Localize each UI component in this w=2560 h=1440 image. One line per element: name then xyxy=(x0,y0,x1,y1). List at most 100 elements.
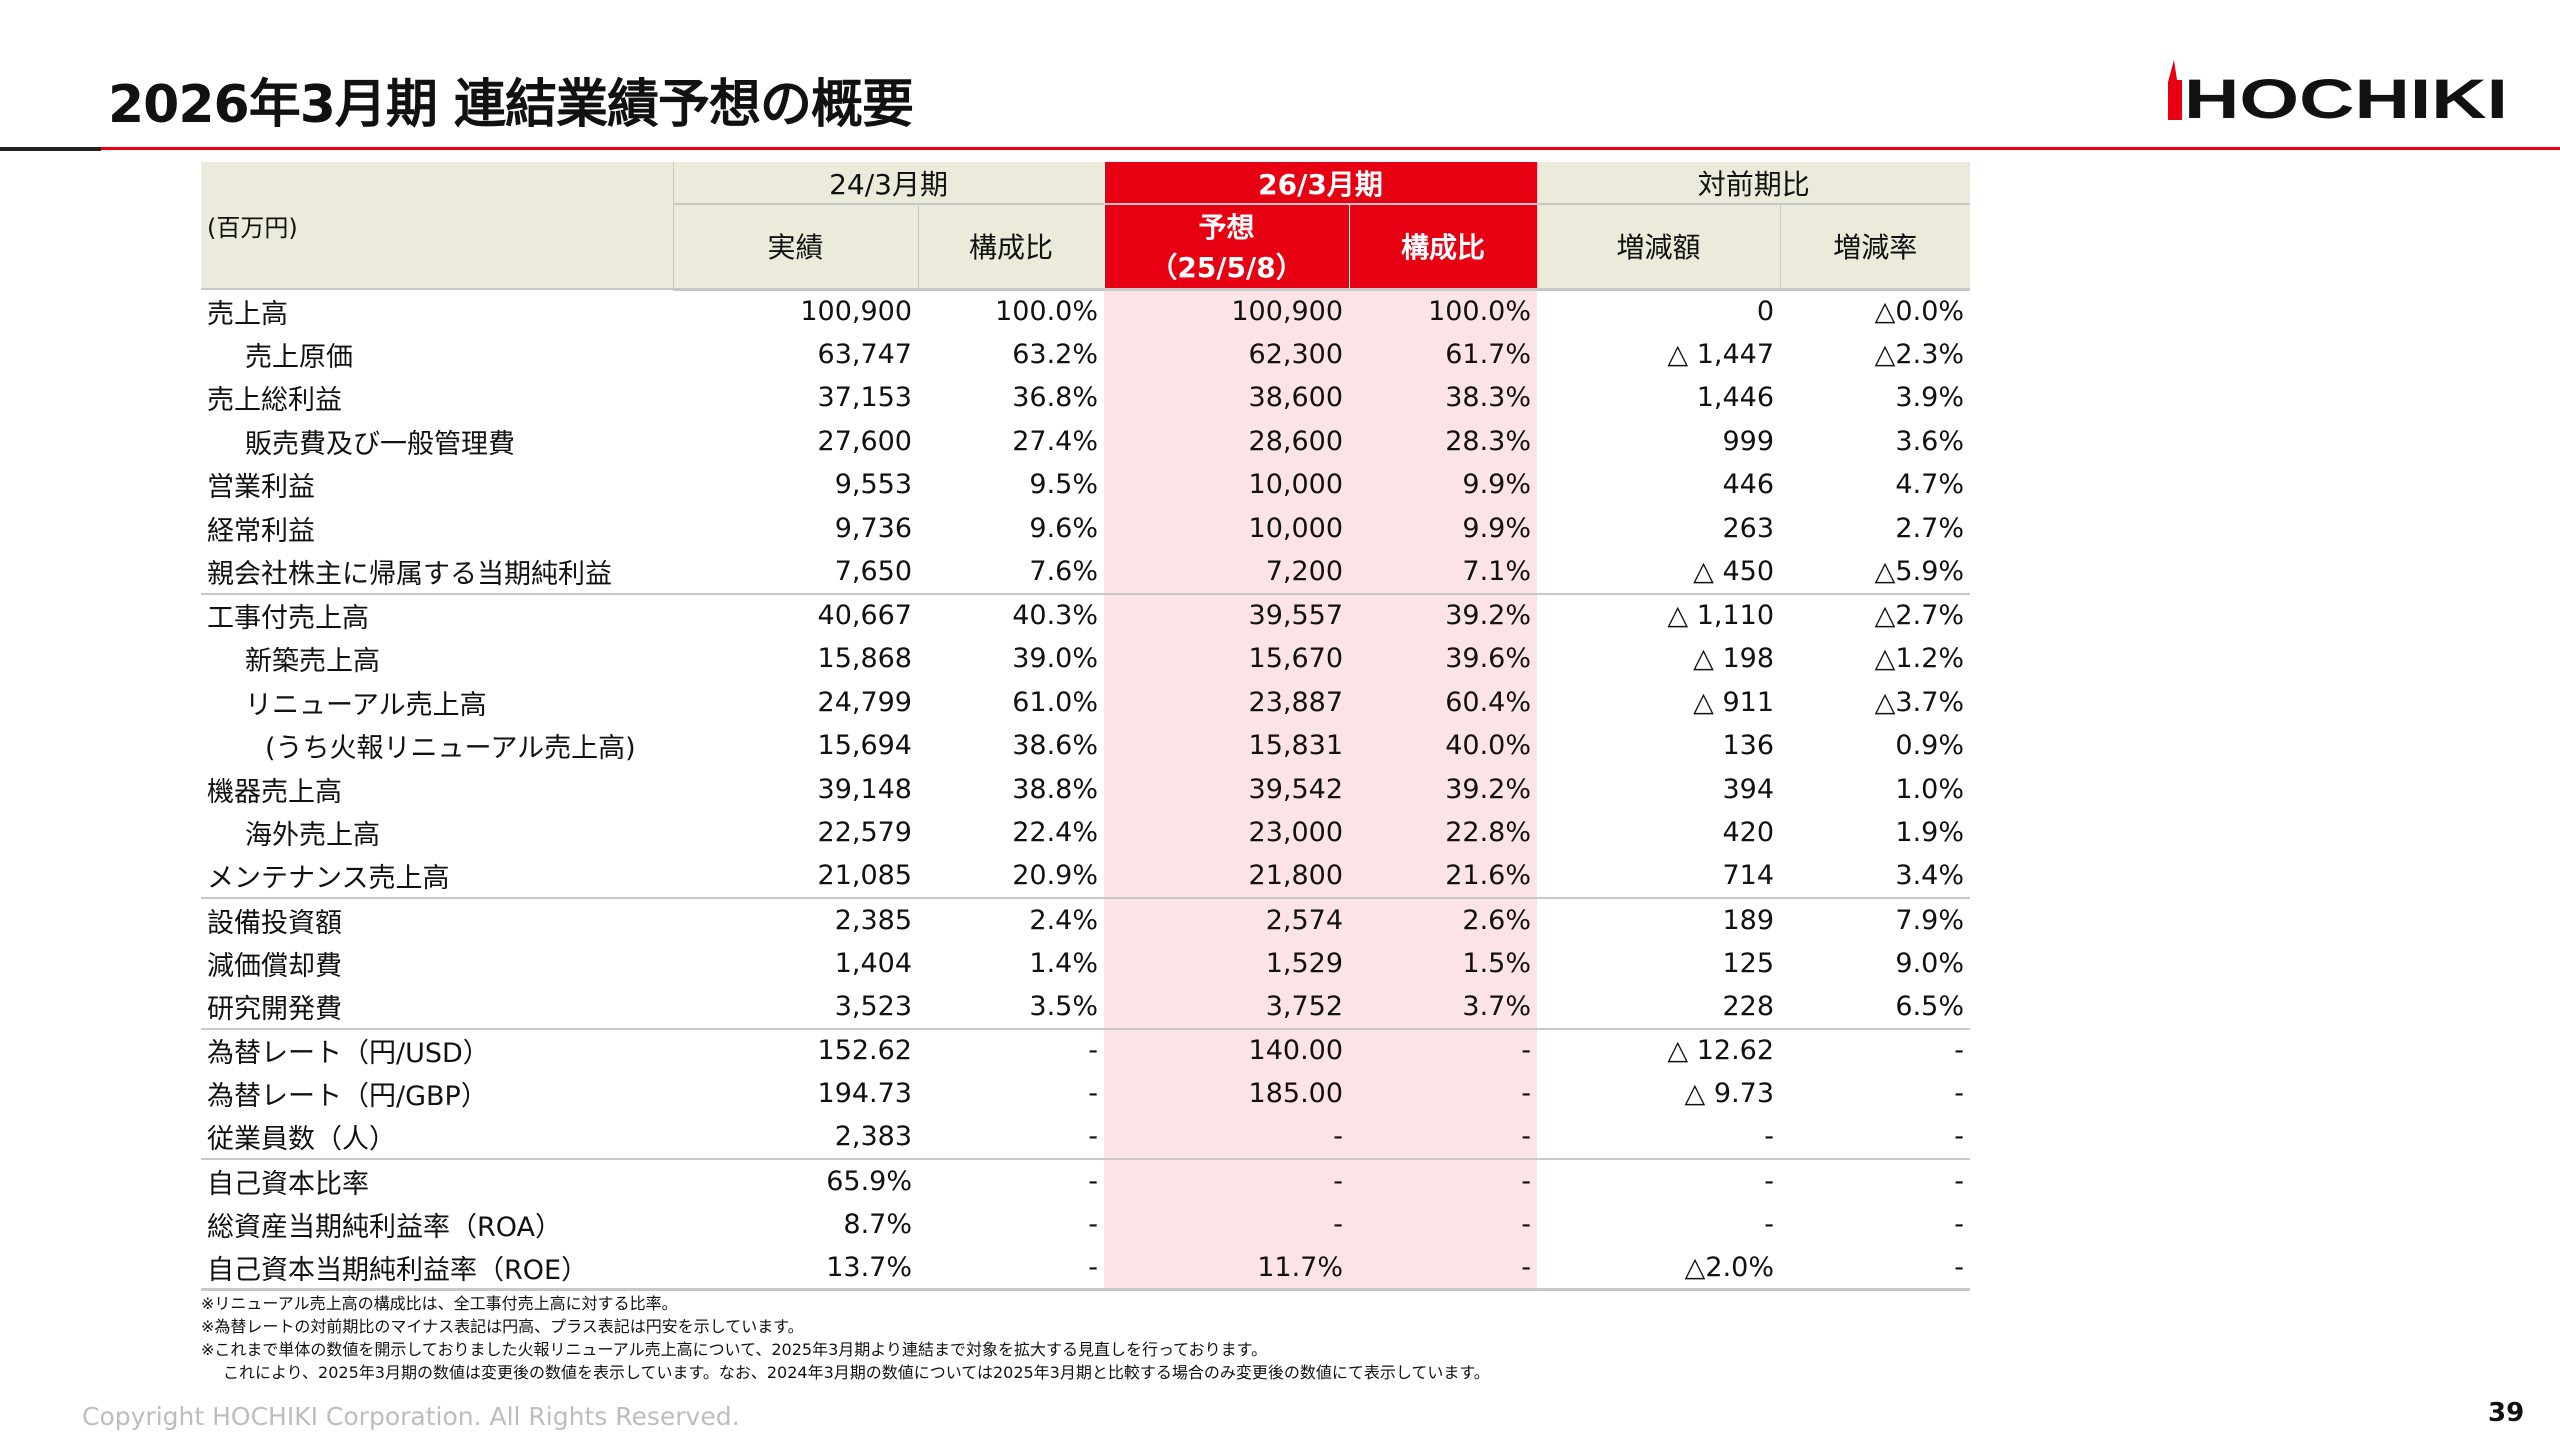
row-label: 為替レート（円/USD） xyxy=(207,1038,490,1070)
table-row: 総資産当期純利益率（ROA） 8.7% - - - - - xyxy=(201,1202,1970,1246)
forecast-cell: - xyxy=(1104,1202,1350,1246)
group-yoy: 対前期比 xyxy=(1536,162,1971,205)
table-row: 売上高 100,900 100.0% 100,900 100.0% 0 △0.0% xyxy=(201,289,1970,333)
actual-cell: 2,383 xyxy=(673,1115,918,1160)
forecast-cell: 10,000 xyxy=(1104,463,1350,507)
change-amount-cell: - xyxy=(1537,1115,1781,1160)
forecast-cell: - xyxy=(1104,1159,1350,1203)
row-label: 新築売上高 xyxy=(245,646,380,678)
forecast-ratio-cell: - xyxy=(1349,1246,1538,1291)
forecast-cell: 7,200 xyxy=(1104,550,1350,595)
forecast-ratio-cell: 7.1% xyxy=(1349,550,1538,595)
ratio-cell: - xyxy=(1088,1208,1099,1240)
change-rate-cell: 1.9% xyxy=(1895,817,1965,849)
change-amount-cell: 420 xyxy=(1722,817,1775,849)
forecast-cell: 100,900 xyxy=(1104,289,1350,333)
actual-cell: 22,579 xyxy=(817,817,912,849)
change-rate-cell: 3.6% xyxy=(1895,425,1965,457)
ratio-cell: 38.8% xyxy=(1012,773,1099,805)
title-rule-red xyxy=(101,147,2560,150)
change-amount-cell: 228 xyxy=(1537,985,1781,1030)
table-row: 新築売上高 15,868 39.0% 15,670 39.6% △ 198 △1.2% xyxy=(201,637,1970,681)
change-amount-cell: △ 198 xyxy=(1693,643,1775,675)
table-row: 売上総利益 37,153 36.8% 38,600 38.3% 1,446 3.9% xyxy=(201,376,1970,420)
col-change-rate: 増減率 xyxy=(1779,204,1971,291)
unit-label: (百万円) xyxy=(201,162,673,290)
change-rate-cell: - xyxy=(1954,1078,1965,1110)
col-actual: 実績 xyxy=(672,204,918,291)
forecast-cell: 21,800 xyxy=(1104,854,1350,899)
forecast-cell: 62,300 xyxy=(1104,332,1350,376)
change-rate-cell: △2.7% xyxy=(1874,600,1965,632)
row-label: メンテナンス売上高 xyxy=(201,854,673,899)
change-rate-cell: - xyxy=(1954,1165,1965,1197)
row-label: リニューアル売上高 xyxy=(245,689,487,721)
forecast-ratio-cell: 28.3% xyxy=(1349,419,1538,463)
ratio-cell: - xyxy=(918,1115,1105,1160)
ratio-cell: 36.8% xyxy=(1012,382,1099,414)
table-row: 為替レート（円/GBP） 194.73-185.00- △ 9.73- xyxy=(201,1072,1970,1116)
change-amount-cell: 125 xyxy=(1722,947,1775,979)
footnote: ※これまで単体の数値を開示しておりました火報リニューアル売上高について、2025… xyxy=(201,1340,1268,1359)
forecast-ratio-cell: 61.7% xyxy=(1349,332,1538,376)
row-label: 売上総利益 xyxy=(207,385,342,417)
forecast-ratio-cell: 1.5% xyxy=(1349,941,1538,985)
footnote: これにより、2025年3月期の数値は変更後の数値を表示しています。なお、2024… xyxy=(223,1363,1490,1382)
ratio-cell: 63.2% xyxy=(1012,338,1099,370)
group-fy26: 26/3月期 xyxy=(1103,162,1538,205)
forecast-cell: 2,574 xyxy=(1104,898,1350,942)
actual-cell: 40,667 xyxy=(817,600,912,632)
row-label: 工事付売上高 xyxy=(207,603,369,635)
change-rate-cell: 6.5% xyxy=(1780,985,1971,1030)
change-rate-cell: 0.9% xyxy=(1895,730,1965,762)
ratio-cell: - xyxy=(1088,1165,1099,1197)
row-label: 自己資本当期純利益率（ROE） xyxy=(201,1246,673,1291)
title-rule-dark xyxy=(0,147,101,151)
forecast-cell: 38,600 xyxy=(1104,376,1350,420)
actual-cell: 9,736 xyxy=(834,512,912,544)
change-amount-cell: 394 xyxy=(1722,773,1775,805)
ratio-cell: 7.6% xyxy=(918,550,1105,595)
change-rate-cell: 3.4% xyxy=(1780,854,1971,899)
table-row: 研究開発費 3,523 3.5% 3,752 3.7% 228 6.5% xyxy=(201,985,1971,1030)
forecast-ratio-cell: 22.8% xyxy=(1349,811,1538,855)
forecast-ratio-cell: - xyxy=(1349,1072,1538,1116)
footnote: ※リニューアル売上高の構成比は、全工事付売上高に対する比率。 xyxy=(201,1294,678,1313)
hochiki-logo: HOCHIKI xyxy=(2168,60,2508,120)
forecast-summary-table: (百万円) 24/3月期 26/3月期 対前期比 実績 構成比 予想 （25/5/… xyxy=(201,162,1971,1291)
row-label: 売上高 xyxy=(207,298,288,330)
forecast-ratio-cell: - xyxy=(1349,1028,1538,1072)
change-amount-cell: △ 911 xyxy=(1693,686,1775,718)
actual-cell: 2,385 xyxy=(834,904,912,936)
actual-cell: 8.7% xyxy=(843,1208,912,1240)
ratio-cell: 61.0% xyxy=(1012,686,1099,718)
table-row: 減価償却費 1,404 1.4% 1,529 1.5% 125 9.0% xyxy=(201,941,1970,985)
actual-cell: 21,085 xyxy=(673,854,918,899)
row-label: 経常利益 xyxy=(207,515,315,547)
row-label: 総資産当期純利益率（ROA） xyxy=(207,1211,563,1243)
forecast-ratio-cell: 38.3% xyxy=(1349,376,1538,420)
ratio-cell: - xyxy=(1088,1035,1099,1067)
row-label: 親会社株主に帰属する当期純利益 xyxy=(201,550,673,595)
ratio-cell: 9.6% xyxy=(1029,512,1099,544)
actual-cell: 27,600 xyxy=(817,425,912,457)
change-rate-cell: - xyxy=(1780,1115,1971,1160)
row-label: 営業利益 xyxy=(207,472,315,504)
table-row: 工事付売上高 40,667 40.3% 39,557 39.2% △ 1,110 △2.7% xyxy=(201,593,1970,637)
forecast-cell: 3,752 xyxy=(1104,985,1350,1030)
ratio-cell: 27.4% xyxy=(1012,425,1099,457)
page-title: 2026年3月期 連結業績予想の概要 xyxy=(108,75,914,135)
actual-cell: 24,799 xyxy=(817,686,912,718)
change-amount-cell: △ 450 xyxy=(1537,550,1781,595)
change-amount-cell: △ 1,110 xyxy=(1667,600,1775,632)
forecast-ratio-cell: 39.6% xyxy=(1349,637,1538,681)
change-rate-cell: 9.0% xyxy=(1895,947,1965,979)
change-amount-cell: - xyxy=(1764,1208,1775,1240)
row-label: 自己資本比率 xyxy=(207,1168,369,1200)
actual-cell: 15,694 xyxy=(817,730,912,762)
change-amount-cell: 714 xyxy=(1537,854,1781,899)
col-forecast: 予想 （25/5/8） xyxy=(1103,204,1350,291)
row-label: 海外売上高 xyxy=(245,820,380,852)
actual-cell: 1,404 xyxy=(834,947,912,979)
actual-cell: 37,153 xyxy=(817,382,912,414)
